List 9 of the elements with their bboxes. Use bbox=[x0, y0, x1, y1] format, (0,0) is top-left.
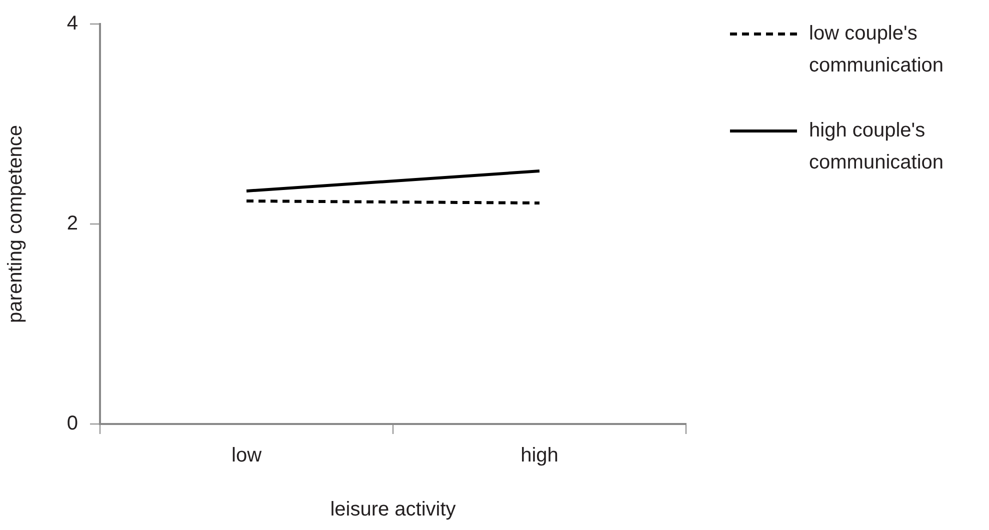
y-axis-title: parenting competence bbox=[4, 125, 27, 323]
x-axis-title: leisure activity bbox=[330, 498, 456, 521]
legend-label: high couple's communication bbox=[809, 120, 944, 174]
x-tick-label: low bbox=[231, 444, 262, 467]
x-tick-label: high bbox=[520, 444, 558, 467]
y-tick-label: 2 bbox=[66, 212, 78, 235]
y-tick-label: 0 bbox=[66, 412, 78, 435]
y-tick-label: 4 bbox=[66, 12, 78, 35]
legend-label: low couple's communication bbox=[809, 22, 944, 77]
